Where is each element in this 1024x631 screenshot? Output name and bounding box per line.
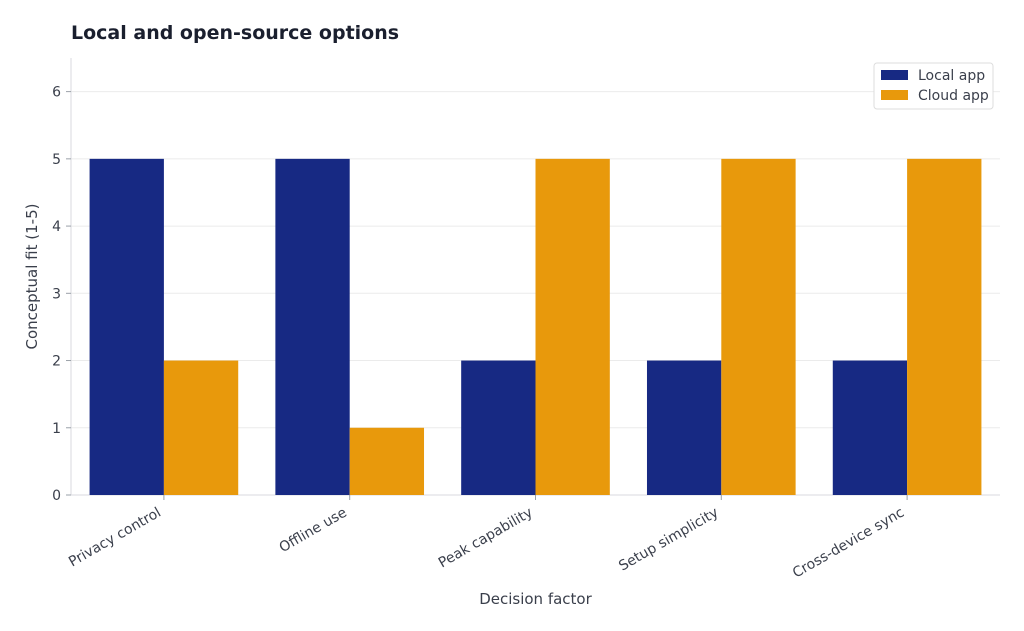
legend-label: Cloud app — [918, 88, 989, 104]
chart-title: Local and open-source options — [71, 22, 399, 44]
bar-local-app — [646, 360, 722, 495]
bar-cloud-app — [163, 360, 239, 495]
bars — [89, 158, 982, 495]
y-tick-label: 0 — [52, 488, 61, 504]
x-tick-label: Offline use — [277, 505, 350, 556]
y-axis-label: Conceptual fit (1-5) — [23, 204, 41, 350]
x-tick-label: Privacy control — [66, 505, 164, 571]
y-tick-label: 5 — [52, 152, 61, 168]
bar-cloud-app — [721, 158, 796, 495]
bar-cloud-app — [535, 158, 610, 495]
y-tick-label: 2 — [52, 354, 61, 370]
legend-swatch — [881, 90, 908, 100]
bar-cloud-app — [907, 158, 982, 495]
x-tick-label: Setup simplicity — [616, 505, 721, 575]
bar-local-app — [461, 360, 536, 495]
bar-local-app — [89, 158, 164, 495]
x-tick-label: Peak capability — [436, 505, 536, 572]
y-tick-label: 1 — [52, 421, 61, 437]
x-tick-label: Cross-device sync — [790, 505, 907, 582]
x-axis-label: Decision factor — [479, 590, 592, 608]
y-tick-label: 4 — [52, 219, 61, 235]
legend-swatch — [881, 70, 908, 80]
y-axis-ticks: 0 1 2 3 4 5 6 — [52, 85, 71, 504]
y-tick-label: 6 — [52, 85, 61, 101]
legend-label: Local app — [918, 68, 985, 84]
bar-local-app — [832, 360, 908, 495]
y-tick-label: 3 — [52, 286, 61, 302]
bar-local-app — [275, 158, 350, 495]
x-axis-ticks: Privacy control Offline use Peak capabilit… — [66, 495, 908, 582]
legend: Local app Cloud app — [873, 62, 994, 110]
bar-cloud-app — [349, 427, 425, 495]
